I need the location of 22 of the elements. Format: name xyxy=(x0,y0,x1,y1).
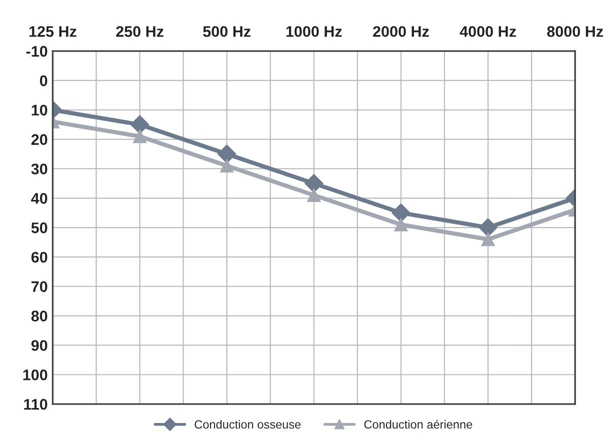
x-tick-label: 500 Hz xyxy=(203,26,250,37)
x-tick-label: 4000 Hz xyxy=(460,26,516,37)
x-tick-label: 250 Hz xyxy=(116,26,164,37)
x-tick-label: 1000 Hz xyxy=(286,26,342,37)
y-tick-label: 90 xyxy=(31,340,48,351)
y-tick-label: 80 xyxy=(31,310,48,322)
legend-label: Conduction aérienne xyxy=(364,420,472,429)
y-tick-label: 30 xyxy=(31,164,48,174)
legend-label: Conduction osseuse xyxy=(194,420,301,429)
x-tick-label: 2000 Hz xyxy=(373,26,429,37)
y-tick-label: 60 xyxy=(31,252,48,263)
y-tick-label: 70 xyxy=(32,281,48,292)
y-tick-label: -10 xyxy=(26,46,48,57)
y-tick-label: 20 xyxy=(31,134,48,145)
y-tick-label: 110 xyxy=(24,398,48,410)
y-tick-label: 100 xyxy=(23,369,48,380)
x-tick-label: 125 Hz xyxy=(29,26,76,37)
y-tick-label: 10 xyxy=(32,104,48,116)
y-tick-label: 40 xyxy=(31,193,48,204)
x-tick-label: 8000 Hz xyxy=(547,26,603,37)
y-tick-label: 50 xyxy=(31,222,48,234)
y-tick-label: 0 xyxy=(40,75,48,86)
